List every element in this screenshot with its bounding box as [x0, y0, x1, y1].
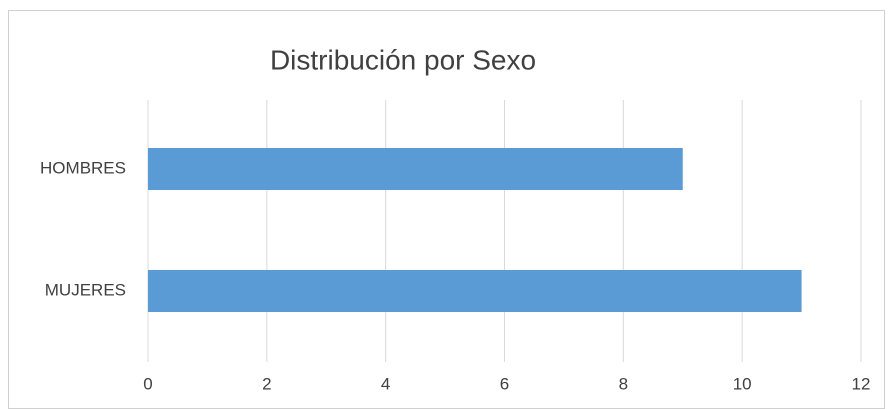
x-tick-label: 6 [500, 374, 509, 393]
chart-title: Distribución por Sexo [270, 44, 536, 75]
x-tick-label: 12 [852, 374, 871, 393]
x-tick-label: 2 [262, 374, 271, 393]
y-tick-label: HOMBRES [40, 158, 126, 177]
x-tick-label: 4 [381, 374, 390, 393]
x-tick-label: 10 [733, 374, 752, 393]
x-tick-label: 0 [143, 374, 152, 393]
y-tick-label: MUJERES [45, 280, 126, 299]
chart-frame [8, 10, 885, 409]
bar [148, 148, 683, 190]
bar [148, 270, 802, 312]
x-tick-label: 8 [619, 374, 628, 393]
